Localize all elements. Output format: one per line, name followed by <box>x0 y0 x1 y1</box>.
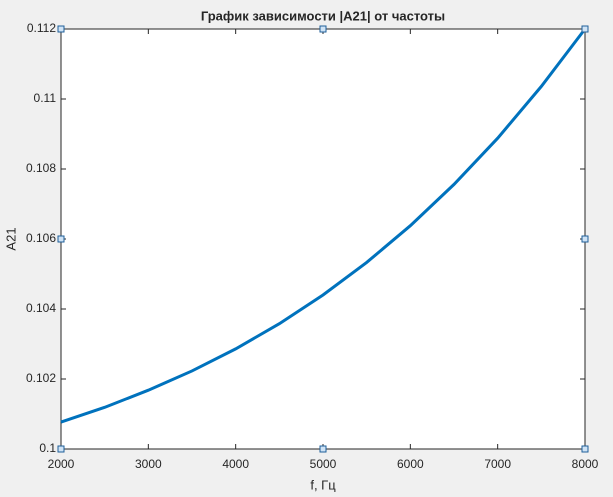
y-tick-label: 0.108 <box>26 161 56 175</box>
y-tick-label: 0.106 <box>26 231 56 245</box>
x-tick-label: 8000 <box>572 457 599 471</box>
plot-area[interactable] <box>60 28 586 450</box>
handle[interactable] <box>57 25 65 33</box>
x-tick-label: 6000 <box>397 457 424 471</box>
handle[interactable] <box>319 445 327 453</box>
handle[interactable] <box>57 235 65 243</box>
x-tick-label: 5000 <box>310 457 337 471</box>
y-tick-label: 0.11 <box>34 91 57 105</box>
line <box>60 28 587 424</box>
handle[interactable] <box>581 25 589 33</box>
x-tick-label: 3000 <box>135 457 162 471</box>
handle[interactable] <box>319 25 327 33</box>
chart-title: График зависимости |A21| от частоты <box>201 8 445 23</box>
x-tick-label: 7000 <box>484 457 511 471</box>
x-tick-label: 2000 <box>48 457 75 471</box>
y-axis-label: A21 <box>3 227 18 250</box>
handle[interactable] <box>581 235 589 243</box>
x-axis-label: f, Гц <box>310 477 336 492</box>
y-tick-label: 0.102 <box>26 371 56 385</box>
y-tick-label: 0.104 <box>26 301 56 315</box>
x-tick-label: 4000 <box>222 457 249 471</box>
handle[interactable] <box>581 445 589 453</box>
y-tick-label: 0.112 <box>27 21 56 35</box>
handle[interactable] <box>57 445 65 453</box>
y-tick-label: 0.1 <box>39 441 56 455</box>
selection-handles[interactable] <box>57 25 589 453</box>
